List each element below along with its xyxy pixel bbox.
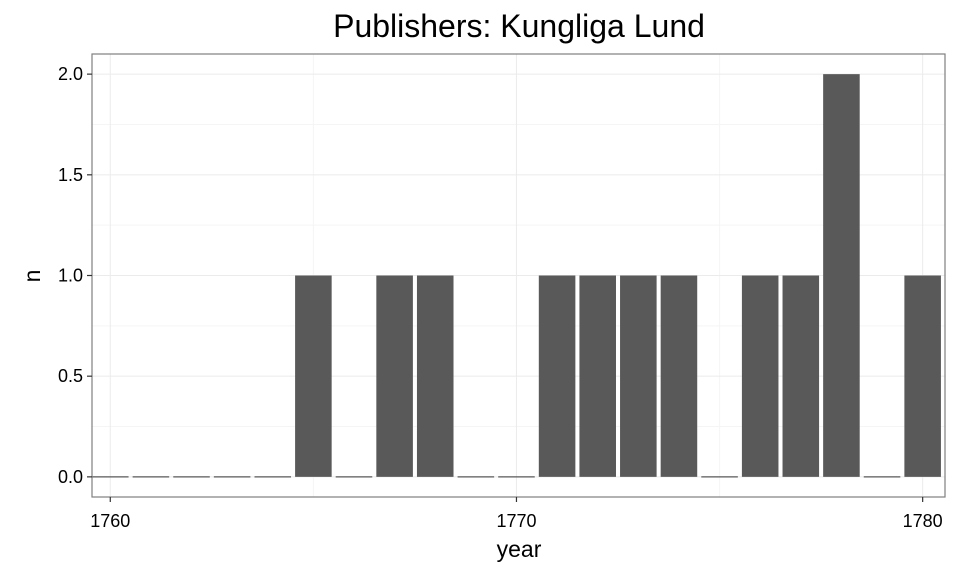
- bar: [295, 275, 332, 477]
- x-axis: 1760 1770 1780: [90, 497, 943, 531]
- x-tick-label: 1770: [496, 511, 536, 531]
- bar: [904, 275, 941, 477]
- bar: [741, 275, 779, 477]
- gridlines: [92, 54, 945, 497]
- bar: [416, 275, 454, 477]
- bar: [823, 74, 860, 477]
- y-axis-label: n: [19, 270, 45, 283]
- bar: [782, 275, 820, 477]
- x-tick-label: 1780: [903, 511, 943, 531]
- y-tick-label: 1.5: [58, 165, 83, 185]
- plot-panel: [91, 53, 946, 498]
- bar: [538, 275, 576, 477]
- y-tick-label: 0.5: [58, 366, 83, 386]
- x-tick-label: 1760: [90, 511, 130, 531]
- y-tick-label: 2.0: [58, 64, 83, 84]
- y-tick-label: 0.0: [58, 467, 83, 487]
- chart-title: Publishers: Kungliga Lund: [333, 8, 705, 44]
- bar: [376, 275, 413, 477]
- bar: [620, 275, 657, 477]
- y-axis: 0.0 0.5 1.0 1.5 2.0: [58, 64, 92, 487]
- bars: [92, 74, 941, 478]
- y-tick-label: 1.0: [58, 266, 83, 286]
- bar: [660, 275, 698, 477]
- x-axis-label: year: [497, 536, 542, 562]
- bar: [579, 275, 616, 477]
